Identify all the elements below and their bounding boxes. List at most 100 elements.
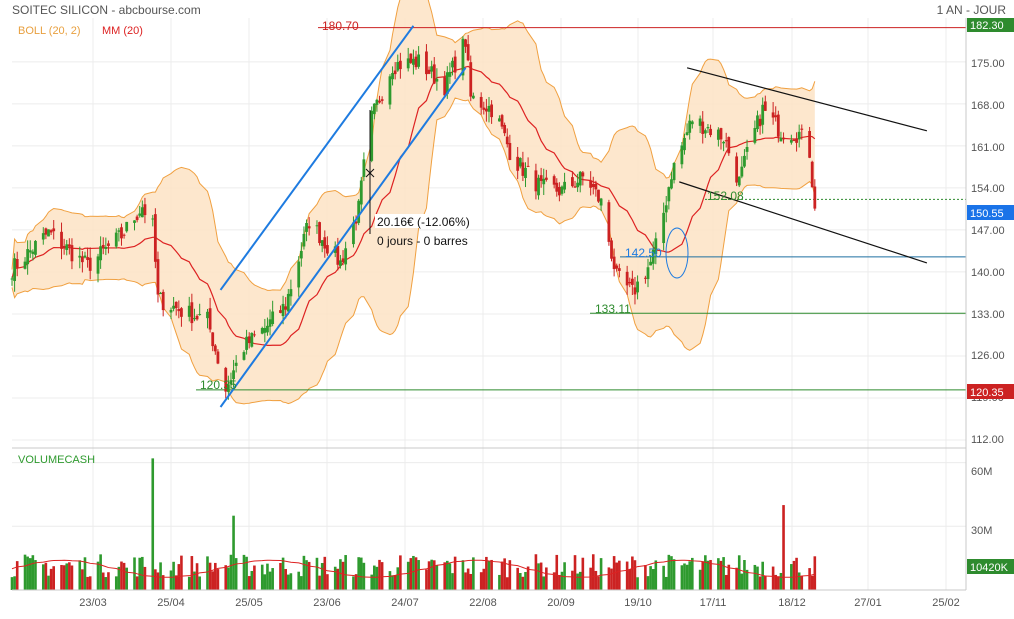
price-tick: 154.00 bbox=[971, 183, 1005, 195]
candle-body bbox=[195, 315, 199, 320]
volume-bar bbox=[208, 562, 212, 590]
candle-body bbox=[279, 310, 282, 313]
candle-body bbox=[325, 245, 329, 254]
candle-body bbox=[70, 245, 74, 262]
volume-bar bbox=[521, 576, 525, 590]
candle-body bbox=[44, 228, 48, 235]
volume-bar bbox=[49, 568, 53, 590]
volume-bar bbox=[357, 557, 360, 590]
candle-body bbox=[52, 228, 56, 232]
volume-bar bbox=[101, 572, 105, 590]
volume-bar bbox=[354, 574, 358, 590]
volume-bar bbox=[232, 515, 235, 590]
volume-bar bbox=[47, 575, 50, 590]
volume-bar bbox=[279, 562, 282, 590]
candle-body bbox=[651, 249, 655, 264]
candle-body bbox=[263, 327, 267, 333]
candle-body bbox=[683, 137, 686, 151]
volume-bar bbox=[724, 574, 728, 590]
volume-bar bbox=[65, 563, 69, 590]
bollinger-upper bbox=[11, 0, 816, 291]
time-tick: 25/04 bbox=[157, 597, 185, 609]
candle-body bbox=[372, 103, 376, 115]
candle-body bbox=[302, 233, 306, 247]
volume-bar bbox=[107, 572, 110, 590]
candle-body bbox=[722, 141, 725, 144]
volume-bar bbox=[795, 557, 798, 590]
volume-bar bbox=[211, 571, 215, 590]
svg-text:10420K: 10420K bbox=[970, 562, 1009, 574]
time-tick: 22/08 bbox=[469, 597, 497, 609]
candle-body bbox=[193, 318, 196, 320]
volume-bar bbox=[432, 560, 436, 590]
volume-bar bbox=[683, 563, 686, 590]
candle-body bbox=[795, 138, 798, 143]
volume-bar bbox=[307, 561, 311, 590]
volume-bar bbox=[245, 556, 248, 590]
measure-value: 20.16€ (-12.06%) bbox=[377, 215, 470, 229]
volume-bar bbox=[409, 558, 413, 590]
candle-body bbox=[753, 127, 757, 143]
period-label[interactable]: 1 AN - JOUR bbox=[937, 3, 1007, 17]
volume-bar bbox=[104, 577, 108, 590]
volume-bar bbox=[13, 576, 16, 590]
measure-bars: 0 jours - 0 barres bbox=[377, 234, 468, 248]
candle-body bbox=[690, 121, 694, 125]
candle-body bbox=[643, 277, 647, 279]
volume-bar bbox=[763, 575, 767, 590]
candle-body bbox=[153, 214, 157, 262]
volume-bar bbox=[461, 560, 465, 590]
legend-volume[interactable]: VOLUMECASH bbox=[18, 454, 95, 466]
volume-bar bbox=[234, 558, 238, 590]
candle-body bbox=[281, 303, 285, 317]
volume-bar bbox=[662, 565, 665, 590]
volume-bar bbox=[505, 577, 509, 590]
price-tick: 112.00 bbox=[971, 434, 1004, 446]
volume-bar bbox=[224, 565, 228, 590]
candle-body bbox=[271, 311, 275, 325]
candle-body bbox=[469, 62, 473, 97]
candle-body bbox=[782, 137, 785, 140]
volume-bar bbox=[797, 572, 801, 590]
candle-body bbox=[719, 128, 723, 140]
volume-bar bbox=[685, 564, 689, 590]
volume-bar bbox=[615, 562, 619, 590]
volume-bar bbox=[190, 556, 194, 590]
candle-body bbox=[80, 256, 84, 263]
candle-body bbox=[398, 60, 402, 70]
volume-bar bbox=[466, 568, 470, 590]
volume-bar bbox=[573, 555, 577, 590]
measure-label-bg bbox=[375, 214, 475, 228]
volume-bar bbox=[792, 560, 796, 590]
measure-tool[interactable]: 20.16€ (-12.06%) 0 jours - 0 barres bbox=[365, 110, 475, 248]
time-tick: 25/05 bbox=[235, 597, 263, 609]
candle-body bbox=[599, 198, 603, 206]
volume-bar bbox=[412, 555, 415, 590]
candle-body bbox=[138, 213, 142, 216]
volume-bar bbox=[289, 573, 293, 590]
candle-body bbox=[107, 243, 110, 246]
volume-bar bbox=[154, 569, 157, 590]
volume-bar bbox=[195, 563, 199, 590]
volume-bar bbox=[114, 576, 118, 590]
volume-bar bbox=[187, 576, 191, 590]
candle-body bbox=[117, 230, 121, 232]
volume-bar bbox=[756, 566, 759, 590]
legend-bollinger[interactable]: BOLL (20, 2) bbox=[18, 25, 81, 37]
candle-body bbox=[140, 207, 144, 218]
candle-body bbox=[297, 261, 301, 288]
candle-body bbox=[649, 261, 653, 266]
legend-mm[interactable]: MM (20) bbox=[102, 25, 143, 37]
volume-bar bbox=[341, 561, 345, 590]
volume-bar bbox=[644, 565, 647, 590]
volume-bar bbox=[388, 571, 392, 590]
mm-line bbox=[11, 65, 816, 346]
volume-bar bbox=[545, 567, 548, 590]
candle-body bbox=[435, 78, 439, 82]
candle-body bbox=[464, 39, 467, 47]
horizontal-levels bbox=[196, 27, 966, 391]
volume-bar bbox=[318, 575, 321, 590]
volume-bar bbox=[654, 560, 658, 590]
volume-bar bbox=[448, 563, 452, 590]
